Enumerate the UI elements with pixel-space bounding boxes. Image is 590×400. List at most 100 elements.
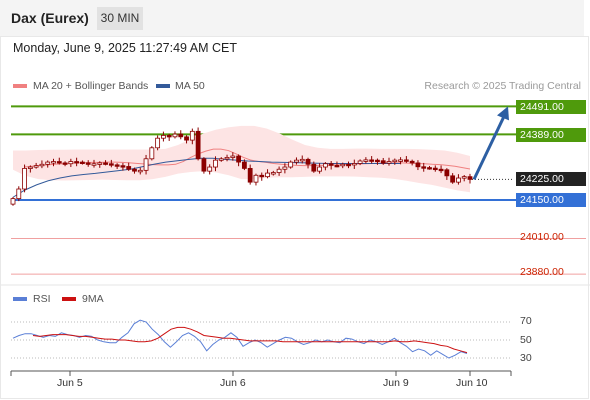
resistance-label-1: 24491.00 <box>516 100 586 114</box>
candle-body-15 <box>97 162 103 165</box>
forecast-arrow-line <box>472 113 507 181</box>
candle-body-44 <box>265 172 270 178</box>
candle-body-32 <box>195 130 201 160</box>
candle-body-35 <box>213 159 218 168</box>
candle-body-31 <box>189 130 195 141</box>
candle-body-73 <box>432 167 438 171</box>
candle-body-13 <box>85 162 91 165</box>
candle-body-40 <box>241 161 247 169</box>
candle-body-48 <box>288 161 294 168</box>
candle-body-57 <box>340 163 346 167</box>
candle-body-5 <box>39 163 45 167</box>
candle-body-45 <box>270 172 276 175</box>
timeframe-button[interactable]: 30 MIN <box>97 7 143 30</box>
candle-body-50 <box>299 158 305 162</box>
timestamp: Monday, June 9, 2025 11:27:49 AM CET <box>13 41 237 55</box>
candle-body-26 <box>161 135 166 139</box>
ma50-legend-swatch <box>156 84 170 88</box>
candle-body-1 <box>16 188 22 200</box>
candle-body-59 <box>351 163 357 166</box>
candle-body-79 <box>467 176 473 180</box>
candle-body-61 <box>363 159 369 162</box>
candle-body-72 <box>427 167 432 170</box>
candle-body-34 <box>207 166 213 172</box>
candle-body-74 <box>438 168 444 172</box>
candle-body-0 <box>10 198 16 205</box>
candle-body-70 <box>415 162 421 168</box>
candle-body-54 <box>322 163 328 168</box>
rsi-tick-70: 70 <box>520 315 532 327</box>
ma50-line <box>12 157 401 198</box>
chart-frame <box>0 36 589 399</box>
candle-body-25 <box>155 137 161 149</box>
ma9-legend-swatch <box>62 297 76 301</box>
candle-body-43 <box>259 174 265 178</box>
candle-body-22 <box>137 169 143 173</box>
ma9-legend-label: 9MA <box>82 293 104 305</box>
candle-body-27 <box>166 135 172 138</box>
current-price-label: 24225.00 <box>516 172 586 186</box>
candle-body-75 <box>444 169 450 177</box>
rsi-tick-30: 30 <box>520 352 532 364</box>
forecast-arrowhead <box>497 106 509 121</box>
candle-body-33 <box>201 158 207 172</box>
candle-body-46 <box>276 168 282 173</box>
candle-body-7 <box>51 161 56 164</box>
candle-body-24 <box>149 147 155 160</box>
candle-body-6 <box>45 161 51 165</box>
ma20-line <box>24 148 471 170</box>
candle-body-63 <box>375 159 380 163</box>
candle-body-38 <box>230 155 236 158</box>
candle-body-49 <box>294 159 299 163</box>
x-tick-jun6: Jun 6 <box>220 377 246 389</box>
chart-header: Dax (Eurex) 30 MIN <box>0 0 584 36</box>
instrument-title: Dax (Eurex) <box>11 10 89 26</box>
candle-body-2 <box>22 168 27 190</box>
candle-body-67 <box>398 159 403 162</box>
rsi-ma9-line <box>32 326 468 354</box>
candle-body-68 <box>403 159 409 162</box>
candle-body-14 <box>91 163 97 166</box>
candle-body-71 <box>421 166 427 169</box>
candle-body-53 <box>317 166 322 172</box>
candle-body-23 <box>143 158 149 171</box>
ma20-legend-label: MA 20 + Bollinger Bands <box>33 80 149 92</box>
rsi-tick-50: 50 <box>520 334 532 346</box>
rsi-legend-label: RSI <box>33 293 51 305</box>
rsi-line <box>12 319 468 359</box>
x-tick-jun9: Jun 9 <box>383 377 409 389</box>
ma20-legend-swatch <box>13 84 27 88</box>
bollinger-band <box>13 125 470 193</box>
candle-body-56 <box>334 164 340 168</box>
candle-body-78 <box>461 176 467 179</box>
candle-body-28 <box>172 133 178 138</box>
candle-body-64 <box>380 160 386 164</box>
x-tick-jun10: Jun 10 <box>456 377 488 389</box>
candle-body-19 <box>120 165 126 168</box>
candle-body-18 <box>114 164 120 167</box>
resistance-label-2: 24389.00 <box>516 128 586 142</box>
candle-body-37 <box>224 157 230 160</box>
candle-body-52 <box>311 163 317 172</box>
candle-body-69 <box>409 160 415 164</box>
red-level-label-1: 24010.00 <box>520 231 564 243</box>
candle-body-9 <box>62 162 68 165</box>
candle-body-4 <box>33 165 39 168</box>
candle-body-65 <box>386 161 392 164</box>
candle-body-36 <box>218 158 224 161</box>
candle-body-11 <box>74 161 80 164</box>
candle-body-8 <box>56 161 62 164</box>
candle-body-16 <box>103 162 108 165</box>
candle-body-47 <box>282 166 288 170</box>
candle-body-3 <box>27 166 33 169</box>
candle-body-30 <box>184 136 189 141</box>
candle-body-39 <box>236 155 242 163</box>
candle-body-21 <box>132 168 137 172</box>
rsi-legend-swatch <box>13 297 27 301</box>
candle-body-66 <box>392 159 398 163</box>
candle-body-42 <box>253 174 259 183</box>
candle-body-12 <box>80 161 85 164</box>
candle-body-17 <box>108 163 114 166</box>
candle-body-41 <box>247 168 253 183</box>
